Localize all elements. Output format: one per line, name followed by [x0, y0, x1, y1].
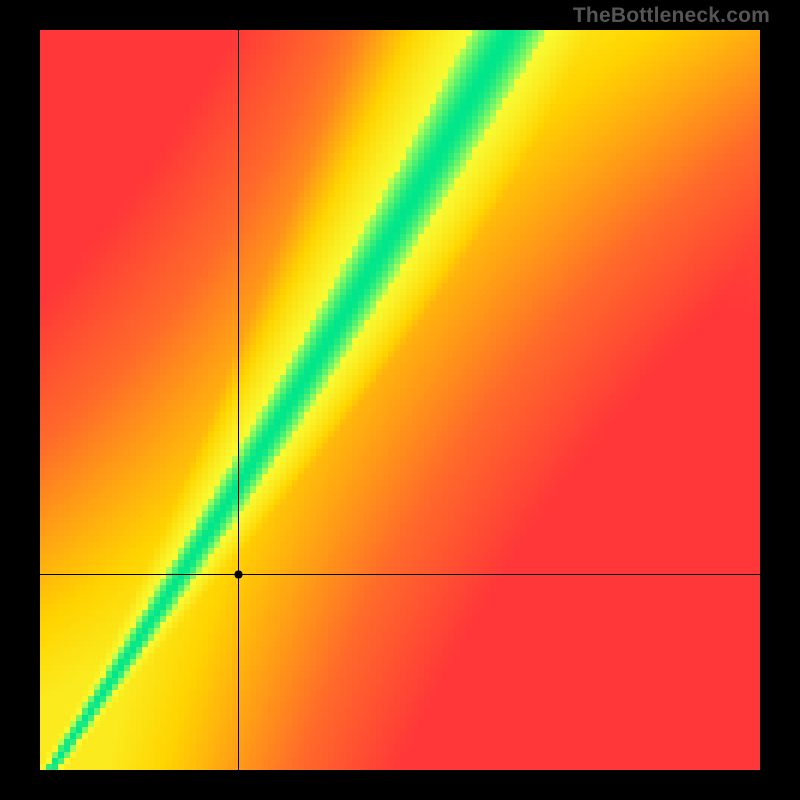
- watermark-text: TheBottleneck.com: [573, 4, 770, 28]
- bottleneck-heatmap: [40, 30, 760, 770]
- chart-container: TheBottleneck.com: [0, 0, 800, 800]
